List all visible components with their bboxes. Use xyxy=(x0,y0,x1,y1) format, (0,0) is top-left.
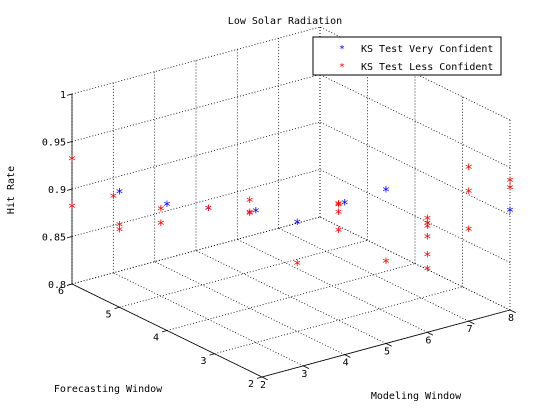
z-tick-mark xyxy=(66,236,73,239)
x-tick-mark xyxy=(468,320,475,325)
y-axis-label: Forecasting Window xyxy=(54,384,163,395)
legend-box xyxy=(312,36,502,76)
z-tick-mark xyxy=(66,141,73,144)
marker-less-confident: * xyxy=(157,218,165,234)
grid-line-back-z xyxy=(71,26,321,95)
marker-very-confident: * xyxy=(340,198,348,214)
z-tick-label: 0.9 xyxy=(48,185,66,196)
grid-line-side-z xyxy=(319,74,511,168)
grid-line-floor-y xyxy=(166,263,416,331)
marker-less-confident: * xyxy=(115,220,123,236)
grid-line-back-z xyxy=(71,121,321,190)
z-tick-label: 1 xyxy=(60,90,66,101)
x-tick-label: 8 xyxy=(508,313,514,324)
z-tick-label: 0.85 xyxy=(42,233,66,244)
x-tick-label: 7 xyxy=(467,324,473,335)
x-tick-mark xyxy=(303,365,310,369)
x-tick-label: 5 xyxy=(384,347,390,358)
y-tick-mark xyxy=(114,306,120,309)
marker-less-confident: * xyxy=(382,256,390,272)
grid-lines xyxy=(71,26,511,378)
chart-title: Low Solar Radiation xyxy=(228,16,342,27)
grid-line-back-z xyxy=(71,74,321,142)
grid-line-side-z xyxy=(319,216,511,311)
marker-less-confident: * xyxy=(464,186,472,202)
marker-less-confident: * xyxy=(423,213,431,229)
data-markers: ** * ********************************* xyxy=(68,154,514,280)
x-tick-mark xyxy=(509,309,516,314)
marker-less-confident: * xyxy=(109,191,117,207)
legend-marker-less-confident: * xyxy=(339,62,345,73)
x-tick-mark xyxy=(385,343,392,347)
grid-line-floor-x xyxy=(154,261,345,356)
x-tick-label: 6 xyxy=(425,335,431,346)
marker-less-confident: * xyxy=(245,195,253,211)
marker-less-confident: * xyxy=(506,175,514,191)
grid-line-side-z xyxy=(319,169,511,263)
marker-less-confident: * xyxy=(464,224,472,240)
marker-less-confident: * xyxy=(464,162,472,178)
marker-very-confident: * xyxy=(163,199,171,215)
marker-less-confident: * xyxy=(423,231,431,247)
grid-line-floor-y xyxy=(119,239,368,308)
x-tick-label: 4 xyxy=(343,358,349,369)
grid-line-side-z xyxy=(319,121,511,216)
y-tick-label: 3 xyxy=(200,356,206,367)
legend-marker-very-confident: * xyxy=(339,44,345,55)
marker-very-confident: * xyxy=(382,185,390,201)
x-tick-mark xyxy=(344,354,351,358)
marker-very-confident: * xyxy=(252,205,260,221)
y-tick-mark xyxy=(209,353,215,356)
marker-less-confident: * xyxy=(334,225,342,241)
marker-less-confident: * xyxy=(334,207,342,223)
marker-less-confident: * xyxy=(423,221,431,237)
x-axis-label: Modeling Window xyxy=(371,391,462,402)
z-axis-label: Hit Rate xyxy=(6,166,17,214)
marker-less-confident: * xyxy=(423,264,431,280)
marker-less-confident: * xyxy=(157,204,165,220)
grid-line-floor-y xyxy=(214,286,463,355)
marker-less-confident: * xyxy=(423,218,431,234)
y-tick-label: 4 xyxy=(153,333,159,344)
marker-less-confident: * xyxy=(245,207,253,223)
legend-label-very-confident: KS Test Very Confident xyxy=(361,44,493,55)
marker-less-confident: * xyxy=(68,154,76,170)
x-tick-mark xyxy=(427,331,434,336)
marker-very-confident: * xyxy=(506,205,514,221)
z-tick-mark xyxy=(66,283,73,286)
marker-less-confident: * xyxy=(423,249,431,265)
y-tick-label: 6 xyxy=(58,286,64,297)
marker-less-confident: * xyxy=(334,198,342,214)
z-tick-mark xyxy=(66,188,73,191)
y-tick-mark xyxy=(161,330,168,333)
marker-less-confident: * xyxy=(115,224,123,240)
y-tick-label: 5 xyxy=(105,309,111,320)
x-tick-label: 2 xyxy=(260,380,266,391)
z-tick-label: 0.8 xyxy=(48,280,66,291)
z-tick-mark xyxy=(66,93,73,96)
z-tick-label: 0.95 xyxy=(42,138,66,149)
marker-less-confident: * xyxy=(293,258,301,274)
marker-very-confident: * xyxy=(293,217,301,233)
legend: * KS Test Very Confident * KS Test Less … xyxy=(312,36,502,76)
marker-less-confident: * xyxy=(204,203,212,219)
grid-line-floor-x xyxy=(195,250,387,344)
axes-box xyxy=(66,93,516,381)
marker-very-confident: * xyxy=(204,203,212,219)
legend-label-less-confident: KS Test Less Confident xyxy=(361,62,493,73)
grid-line-floor-x xyxy=(278,227,469,322)
marker-less-confident: * xyxy=(68,201,76,217)
x-tick-label: 3 xyxy=(301,369,307,380)
y-tick-mark xyxy=(256,376,263,379)
marker-less-confident: * xyxy=(506,182,514,198)
grid-line-back-z xyxy=(71,169,321,237)
marker-less-confident: * xyxy=(334,199,342,215)
y-tick-label: 2 xyxy=(248,379,254,390)
x-tick-mark xyxy=(261,376,268,381)
grid-line-back-z xyxy=(71,216,321,285)
marker-less-confident: * xyxy=(245,208,253,224)
marker-very-confident: * xyxy=(115,186,123,202)
